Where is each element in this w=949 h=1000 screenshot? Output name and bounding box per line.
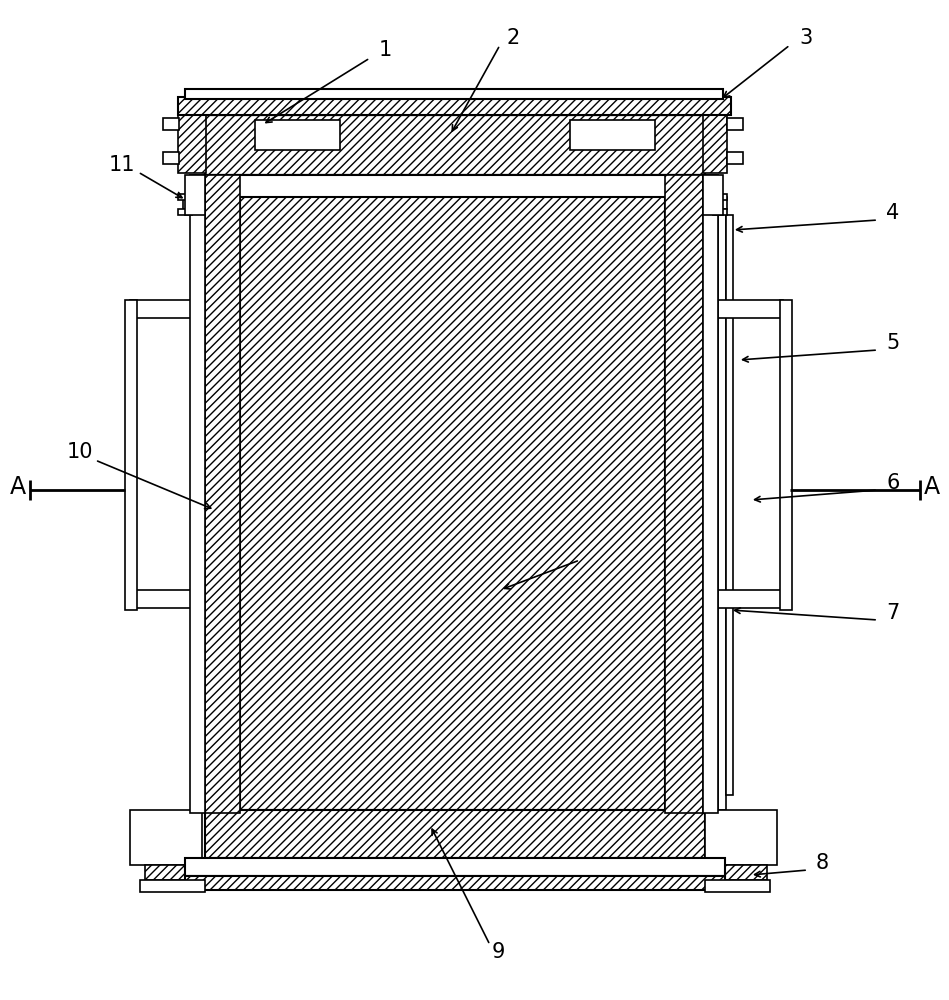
Bar (780, 300, 792, 610)
Bar (727, 118, 743, 130)
Bar (703, 175, 723, 215)
Text: 4: 4 (886, 203, 900, 223)
Text: A: A (924, 475, 940, 499)
Bar (705, 810, 777, 865)
Bar (727, 152, 743, 164)
Bar (726, 215, 733, 795)
Text: 7: 7 (886, 603, 900, 623)
Bar (205, 115, 705, 175)
Text: 5: 5 (886, 333, 900, 353)
Bar (163, 152, 179, 164)
Bar (178, 115, 206, 173)
Bar (665, 175, 703, 813)
Bar (715, 865, 767, 880)
Bar (705, 197, 727, 209)
Bar (125, 300, 137, 610)
Bar (185, 876, 725, 890)
Bar (570, 120, 655, 150)
Bar (130, 590, 195, 608)
Text: A: A (9, 475, 26, 499)
Bar (255, 120, 340, 150)
Bar (178, 194, 192, 200)
Text: 3: 3 (799, 28, 812, 48)
Text: 2: 2 (507, 28, 520, 48)
Text: 6: 6 (886, 473, 900, 493)
Bar (205, 810, 705, 858)
Bar (185, 858, 725, 876)
Text: 9: 9 (492, 942, 505, 962)
Text: 8: 8 (815, 853, 828, 873)
Text: 11: 11 (109, 155, 136, 175)
Bar (703, 175, 718, 813)
Bar (705, 880, 770, 892)
Bar (718, 300, 783, 318)
Bar (130, 810, 202, 865)
Bar (178, 97, 731, 115)
Bar (145, 865, 197, 880)
Bar (185, 97, 725, 115)
Bar (183, 197, 205, 209)
Bar (718, 590, 783, 608)
Text: 10: 10 (66, 442, 93, 462)
Bar (140, 880, 205, 892)
Bar (130, 300, 195, 318)
Bar (190, 175, 205, 813)
Bar (185, 175, 205, 215)
Bar (205, 175, 240, 813)
Bar (718, 200, 726, 810)
Bar (163, 118, 179, 130)
Bar (240, 180, 665, 810)
Bar (713, 209, 727, 215)
Bar (703, 115, 727, 173)
Bar (205, 175, 705, 197)
Bar (185, 89, 723, 99)
Bar (713, 194, 727, 200)
Bar (178, 209, 192, 215)
Text: 1: 1 (379, 40, 392, 60)
